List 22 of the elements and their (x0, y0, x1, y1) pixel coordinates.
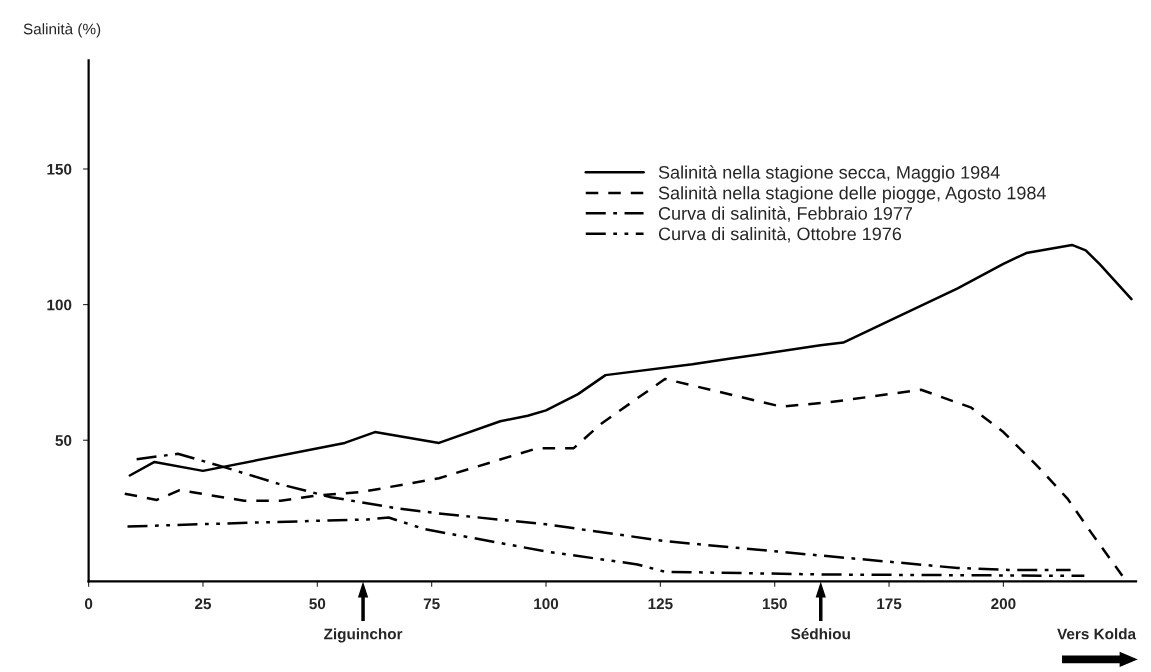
legend-label: Curva di salinità, Febbraio 1977 (658, 206, 913, 222)
y-axis-title: Salinità (%) (23, 23, 101, 38)
line-series (126, 516, 1086, 578)
legend-label: Salinità nella stagione secca, Maggio 1984 (658, 165, 1000, 183)
x-tick-label: 175 (877, 598, 902, 610)
line-series (123, 377, 1124, 578)
legend-label: Curva di salinità, Ottobre 1976 (658, 226, 902, 243)
x-tick-label: 200 (991, 598, 1016, 610)
x-tick-label: 25 (195, 598, 212, 610)
text: Ziguinchor (324, 628, 403, 643)
y-tick-label: 150 (47, 163, 72, 175)
x-tick-label: 75 (423, 598, 440, 610)
text: Vers Kolda (1057, 628, 1137, 640)
x-tick-label: 0 (84, 598, 93, 610)
x-tick-label: 150 (762, 598, 787, 610)
x-tick-label: 100 (534, 598, 559, 610)
legend-label: Salinità nella stagione delle piogge, Agosto 1984 (658, 185, 1046, 203)
x-tick-label: 50 (309, 598, 326, 610)
y-tick-label: 100 (47, 299, 72, 311)
text: Sédhiou (791, 628, 850, 640)
y-tick-label: 50 (55, 435, 72, 446)
x-tick-label: 125 (648, 598, 673, 610)
